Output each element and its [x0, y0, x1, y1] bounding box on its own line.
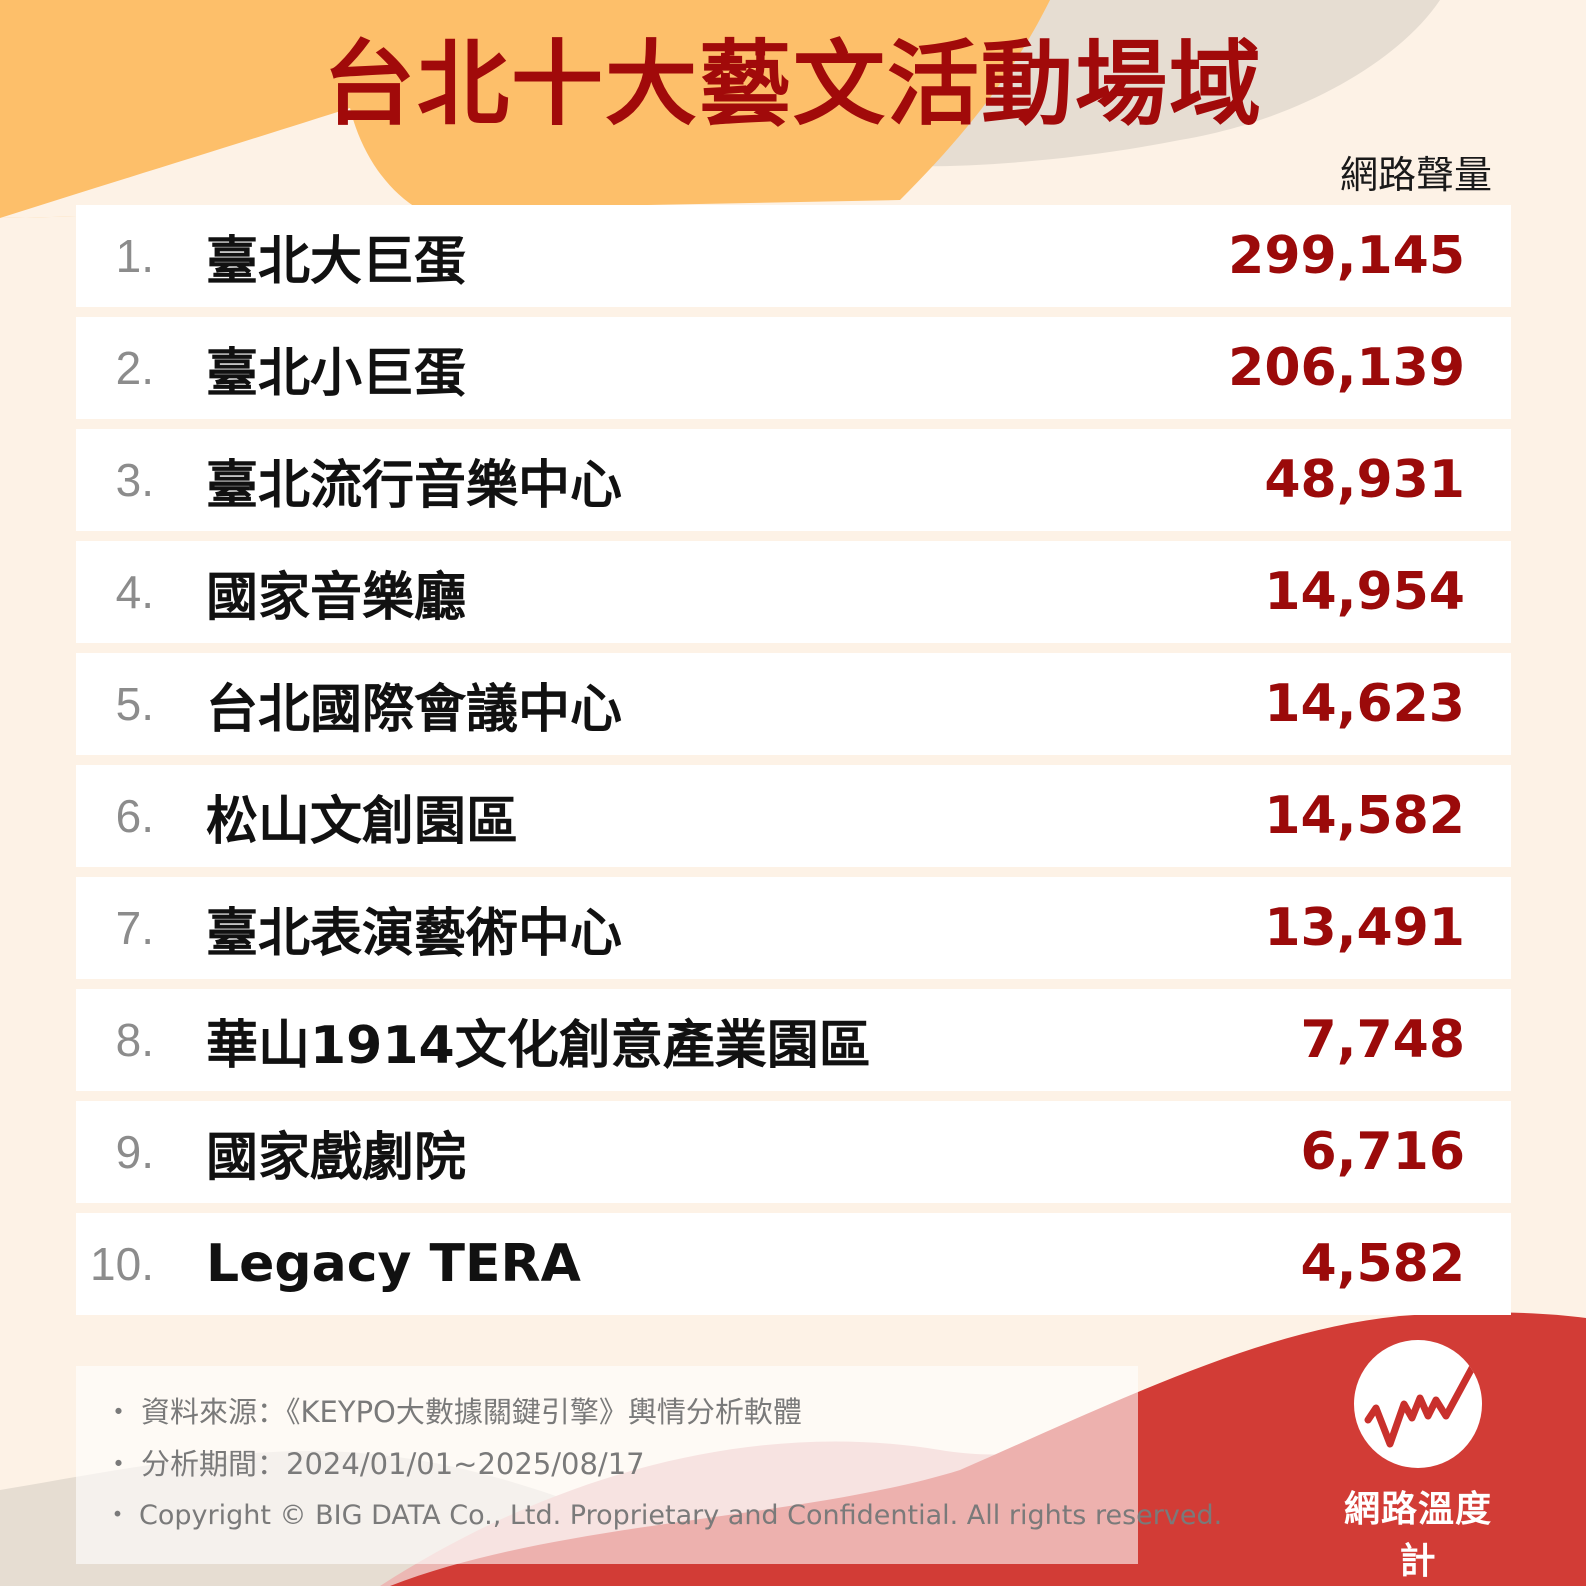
table-row: 10. Legacy TERA 4,582 — [76, 1213, 1511, 1315]
rank-number: 6. — [115, 790, 154, 842]
brand-logo: 網路溫度計 — [1330, 1340, 1506, 1584]
volume-value: 14,623 — [1264, 674, 1465, 734]
venue-name: 臺北流行音樂中心 — [206, 455, 623, 516]
rank-number: 3. — [115, 454, 154, 506]
note-source: ・資料來源：《KEYPO大數據關鍵引擎》輿情分析軟體 — [104, 1392, 802, 1432]
volume-value: 13,491 — [1264, 898, 1465, 958]
venue-name: 台北國際會議中心 — [206, 679, 623, 740]
table-row: 8. 華山1914文化創意產業園區 7,748 — [76, 989, 1511, 1091]
rank-number: 10. — [90, 1238, 154, 1290]
rank-number: 4. — [115, 566, 154, 618]
rank-number: 9. — [115, 1126, 154, 1178]
volume-value: 7,748 — [1300, 1010, 1465, 1070]
venue-name: 華山1914文化創意產業園區 — [206, 1015, 871, 1076]
volume-value: 4,582 — [1300, 1234, 1465, 1294]
venue-name: 臺北大巨蛋 — [206, 231, 467, 292]
column-header-volume: 網路聲量 — [1339, 153, 1492, 197]
trend-line-icon — [1354, 1340, 1482, 1468]
table-row: 2. 臺北小巨蛋 206,139 — [76, 317, 1511, 419]
bullet: ・ — [104, 1395, 134, 1429]
venue-name: 臺北小巨蛋 — [206, 343, 467, 404]
brand-name: 網路溫度計 — [1343, 1489, 1492, 1582]
source-text: 資料來源：《KEYPO大數據關鍵引擎》輿情分析軟體 — [141, 1395, 802, 1429]
volume-value: 48,931 — [1264, 450, 1465, 510]
table-row: 3. 臺北流行音樂中心 48,931 — [76, 429, 1511, 531]
venue-name: Legacy TERA — [206, 1234, 581, 1294]
volume-value: 14,954 — [1264, 562, 1465, 622]
rank-number: 8. — [115, 1014, 154, 1066]
note-copyright: ・ Copyright © BIG DATA Co., Ltd. Propriet… — [104, 1496, 1222, 1536]
volume-value: 14,582 — [1264, 786, 1465, 846]
copyright-text: Copyright © BIG DATA Co., Ltd. Proprieta… — [139, 1500, 1223, 1531]
bullet: ・ — [104, 1447, 134, 1481]
table-row: 6. 松山文創園區 14,582 — [76, 765, 1511, 867]
rank-number: 5. — [115, 678, 154, 730]
volume-value: 206,139 — [1228, 338, 1465, 398]
venue-name: 國家音樂廳 — [206, 567, 467, 628]
bullet: ・ — [104, 1500, 131, 1531]
ranking-table: 1. 臺北大巨蛋 299,145 2. 臺北小巨蛋 206,139 3. 臺北流… — [76, 205, 1511, 1325]
volume-value: 299,145 — [1228, 226, 1465, 286]
table-row: 9. 國家戲劇院 6,716 — [76, 1101, 1511, 1203]
note-period: ・分析期間：2024/01/01~2025/08/17 — [104, 1444, 645, 1484]
period-text: 分析期間：2024/01/01~2025/08/17 — [141, 1447, 645, 1481]
table-row: 4. 國家音樂廳 14,954 — [76, 541, 1511, 643]
rank-number: 2. — [115, 342, 154, 394]
table-row: 7. 臺北表演藝術中心 13,491 — [76, 877, 1511, 979]
venue-name: 國家戲劇院 — [206, 1127, 467, 1188]
rank-number: 7. — [115, 902, 154, 954]
rank-number: 1. — [115, 230, 154, 282]
footnotes-panel: ・資料來源：《KEYPO大數據關鍵引擎》輿情分析軟體 ・分析期間：2024/01… — [76, 1366, 1222, 1564]
page-title: 台北十大藝文活動場域 — [322, 31, 1263, 138]
table-row: 5. 台北國際會議中心 14,623 — [76, 653, 1511, 755]
volume-value: 6,716 — [1300, 1122, 1465, 1182]
venue-name: 松山文創園區 — [206, 791, 519, 852]
table-row: 1. 臺北大巨蛋 299,145 — [76, 205, 1511, 307]
venue-name: 臺北表演藝術中心 — [206, 903, 623, 964]
